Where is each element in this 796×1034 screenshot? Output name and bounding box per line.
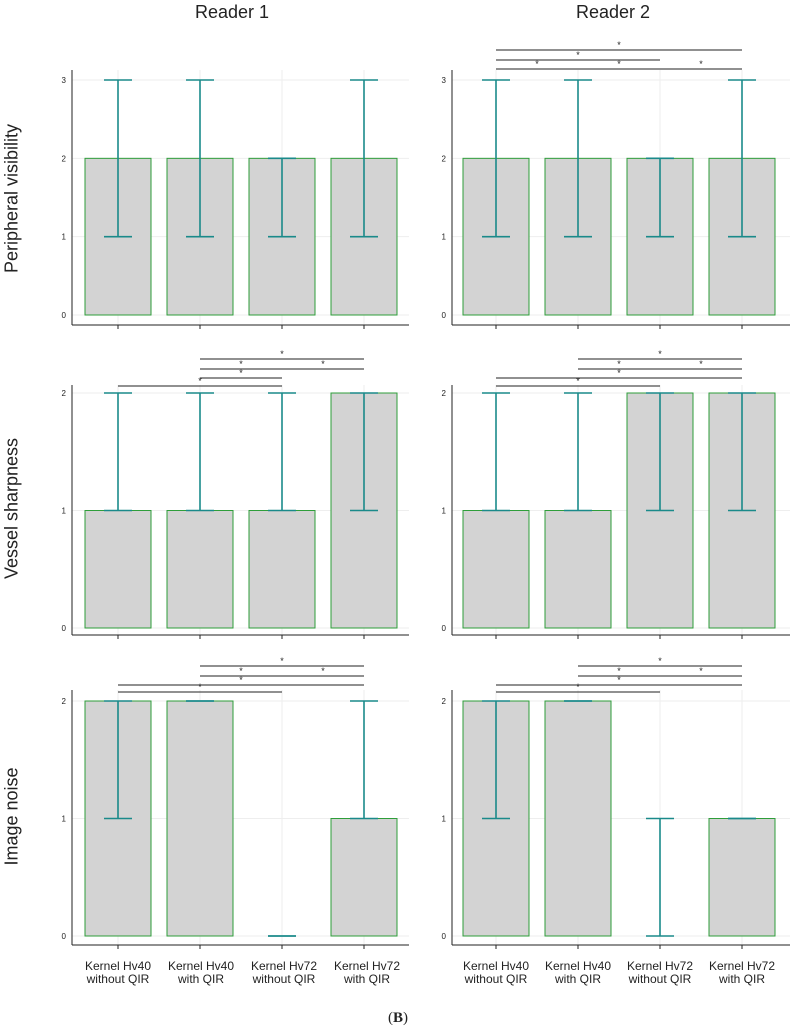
p3-bar-2 (248, 510, 316, 629)
p6-sig-star-0: * (658, 656, 662, 666)
category-label-r1-hv72-qir: Kernel Hv72 with QIR (333, 959, 401, 986)
p5-bar-1 (166, 700, 234, 937)
p4-ytick-label-2: 2 (442, 389, 447, 398)
p6-ytick-label-2: 2 (442, 697, 447, 706)
column-title-reader-2: Reader 2 (575, 2, 651, 22)
p6-ytick-label-0: 0 (442, 932, 447, 941)
category-label-r1-hv40-qir: Kernel Hv40 with QIR (167, 959, 235, 986)
p4-sig-star-1: * (617, 359, 621, 369)
p5-bar-3 (330, 818, 398, 937)
p5-ytick-label-2: 2 (62, 697, 67, 706)
p4-sig-star-0: * (658, 349, 662, 359)
p6-sig-star-3: * (617, 675, 621, 685)
p5-sig-star-3: * (239, 675, 243, 685)
p5-ytick-label-1: 1 (62, 815, 67, 824)
p4-sig-star-2: * (699, 359, 703, 369)
p2-ytick-label-0: 0 (442, 311, 447, 320)
p3-bar-1 (166, 510, 234, 629)
p5-sig-star-4: * (198, 682, 202, 692)
p6-sig-star-2: * (699, 666, 703, 676)
p3-sig-star-3: * (239, 368, 243, 378)
p1-ytick-label-2: 2 (62, 154, 67, 163)
p6-bar-3 (708, 818, 776, 937)
p3-bar-0 (84, 510, 152, 629)
p6-bar-1 (544, 700, 612, 937)
panel-label: (B) (387, 1010, 408, 1026)
p2-sig-star-4: * (699, 59, 703, 69)
p4-sig-star-3: * (617, 368, 621, 378)
p3-ytick-label-0: 0 (62, 624, 67, 633)
p1-ytick-label-0: 0 (62, 311, 67, 320)
p2-ytick-label-1: 1 (442, 233, 447, 242)
column-title-reader-1: Reader 1 (194, 2, 270, 22)
p6-sig-star-1: * (617, 666, 621, 676)
p4-bar-1 (544, 510, 612, 629)
category-label-r2-hv40-no-qir: Kernel Hv40 without QIR (462, 959, 530, 986)
p1-ytick-label-1: 1 (62, 233, 67, 242)
category-label-r1-hv40-no-qir: Kernel Hv40 without QIR (84, 959, 152, 986)
p6-sig-star-4: * (576, 682, 580, 692)
p5-sig-star-2: * (321, 666, 325, 676)
p6-ytick-label-1: 1 (442, 815, 447, 824)
p3-ytick-label-2: 2 (62, 389, 67, 398)
p4-sig-star-4: * (576, 376, 580, 386)
p5-sig-star-1: * (239, 666, 243, 676)
p4-ytick-label-0: 0 (442, 624, 447, 633)
p2-ytick-label-2: 2 (442, 154, 447, 163)
category-label-r2-hv72-no-qir: Kernel Hv72 without QIR (626, 959, 694, 986)
p2-sig-star-2: * (535, 59, 539, 69)
p4-ytick-label-1: 1 (442, 507, 447, 516)
p2-sig-star-0: * (617, 40, 621, 50)
p1-ytick-label-3: 3 (62, 76, 67, 85)
category-label-r2-hv72-qir: Kernel Hv72 with QIR (708, 959, 776, 986)
p3-ytick-label-1: 1 (62, 507, 67, 516)
p3-sig-star-1: * (239, 359, 243, 369)
p2-ytick-label-3: 3 (442, 76, 447, 85)
p3-sig-star-4: * (198, 376, 202, 386)
p3-sig-star-0: * (280, 349, 284, 359)
p5-ytick-label-0: 0 (62, 932, 67, 941)
category-label-r1-hv72-no-qir: Kernel Hv72 without QIR (250, 959, 318, 986)
category-label-r2-hv40-qir: Kernel Hv40 with QIR (544, 959, 612, 986)
p3-sig-star-2: * (321, 359, 325, 369)
p2-sig-star-3: * (617, 59, 621, 69)
p4-bar-0 (462, 510, 530, 629)
p5-sig-star-0: * (280, 656, 284, 666)
p2-sig-star-1: * (576, 50, 580, 60)
